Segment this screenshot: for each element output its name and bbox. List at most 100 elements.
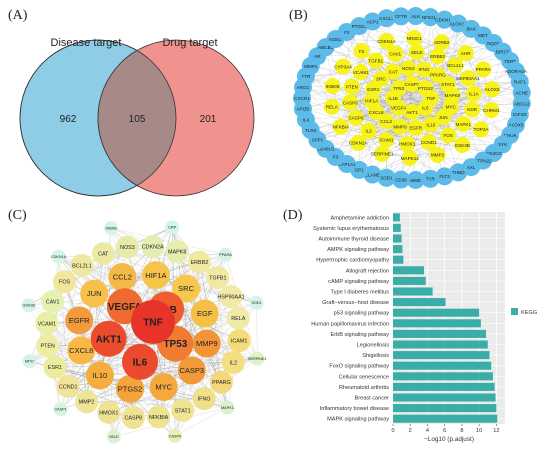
svg-text:PPARA: PPARA xyxy=(219,253,232,257)
category-label-ampk-signaling-pathway: AMPK signaling pathway xyxy=(327,247,389,253)
node-b-egfr: EGFR xyxy=(407,119,424,136)
svg-text:TP53: TP53 xyxy=(393,86,404,91)
svg-text:RELA: RELA xyxy=(231,316,245,322)
svg-text:ADRB2: ADRB2 xyxy=(434,40,450,45)
svg-text:PTGS2: PTGS2 xyxy=(118,384,143,393)
node-b-thbd: THBD xyxy=(449,163,468,182)
node-b-adrb2: ADRB2 xyxy=(433,34,450,51)
node-c-gsk3b: GSK3B xyxy=(21,298,36,313)
node-c-bcl2l1: BCL2L1 xyxy=(70,253,94,277)
svg-text:ICAM1: ICAM1 xyxy=(231,338,247,344)
svg-text:SYK: SYK xyxy=(498,142,508,147)
svg-text:NFE2L2: NFE2L2 xyxy=(422,15,439,20)
svg-text:JUN: JUN xyxy=(439,115,448,120)
svg-text:CASP8: CASP8 xyxy=(125,415,143,421)
node-b-nfkbia: NFKBIA xyxy=(332,118,350,135)
node-b-rela: RELA xyxy=(323,98,340,115)
svg-text:MAPK14: MAPK14 xyxy=(401,156,420,161)
svg-text:ARG1: ARG1 xyxy=(297,85,310,90)
svg-text:CHUK: CHUK xyxy=(504,133,518,138)
category-label-breast-cancer: Breast cancer xyxy=(354,396,389,402)
svg-text:CDKN1A: CDKN1A xyxy=(51,255,67,259)
svg-text:NOS3: NOS3 xyxy=(402,66,415,71)
svg-text:NOS2: NOS2 xyxy=(329,37,342,42)
svg-text:F2: F2 xyxy=(359,49,365,54)
svg-text:CCL2: CCL2 xyxy=(113,273,132,282)
node-b-cyp3a4: CYP3A4 xyxy=(334,58,352,75)
node-c-pparg: PPARG xyxy=(209,370,233,394)
node-b-il10: IL10 xyxy=(422,116,439,133)
svg-text:SRC: SRC xyxy=(376,77,386,82)
svg-text:EGF: EGF xyxy=(197,309,213,318)
node-c-stat1: STAT1 xyxy=(171,398,195,422)
node-b-il6: IL6 xyxy=(417,99,434,116)
svg-text:TOP2A: TOP2A xyxy=(474,127,490,132)
node-c-cat: CAT xyxy=(91,242,115,266)
node-c-icam1: ICAM1 xyxy=(227,329,251,353)
svg-text:SRC: SRC xyxy=(178,284,194,293)
svg-text:ALOX15: ALOX15 xyxy=(450,21,468,26)
x-tick-0: 0 xyxy=(391,428,394,434)
svg-text:PTEN: PTEN xyxy=(40,344,54,350)
node-c-hif1a: HIF1A xyxy=(141,261,170,290)
x-tick-8: 8 xyxy=(460,428,463,434)
svg-text:CD40LG: CD40LG xyxy=(317,147,335,152)
node-b-nfe2l2: NFE2L2 xyxy=(421,8,440,27)
node-c-erbb2: ERBB2 xyxy=(187,250,211,274)
node-c-jun: JUN xyxy=(80,279,109,308)
category-label-graft-versus-host-disease: Graft−versus−host disease xyxy=(322,300,389,306)
panel-b-network: (B) CXCR1 ARG1 TTR MMP1 AR ABCB1 NOS2 F2 PTGS1 AC… xyxy=(275,0,550,200)
bar-erbb-signaling-pathway xyxy=(393,329,487,338)
svg-text:MMP2: MMP2 xyxy=(79,400,95,406)
svg-text:VCAM1: VCAM1 xyxy=(38,321,57,327)
svg-text:IL4: IL4 xyxy=(303,117,310,122)
svg-text:HSP90AA1: HSP90AA1 xyxy=(217,295,244,301)
svg-text:ERBB2: ERBB2 xyxy=(191,260,209,266)
node-c-casp9: CASP9 xyxy=(167,428,182,443)
node-b-tp53: TP53 xyxy=(390,80,407,97)
svg-text:CAV1: CAV1 xyxy=(46,299,60,305)
svg-text:CXCL2: CXCL2 xyxy=(379,16,394,21)
node-c-esr1: ESR1 xyxy=(43,355,67,379)
node-b-fos: FOS xyxy=(440,127,457,144)
node-b-casp8: CASP8 xyxy=(348,109,365,126)
svg-text:NQO1: NQO1 xyxy=(487,41,500,46)
category-label-hypertrophic-cardiomyopathy: Hypertrophic cardiomyopathy xyxy=(316,258,389,264)
svg-text:BIRC5: BIRC5 xyxy=(496,49,510,54)
node-c-mmp9: MMP9 xyxy=(192,329,221,358)
node-c-mpo: MPO xyxy=(22,354,37,369)
node-b-sod1: SOD1 xyxy=(377,168,396,187)
category-label-rheumatoid-arthritis: Rheumatoid arthritis xyxy=(339,385,389,391)
node-c-nos3: NOS3 xyxy=(115,235,139,259)
node-c-ifng: IFNG xyxy=(192,387,216,411)
svg-text:SERPINE1: SERPINE1 xyxy=(371,152,394,157)
svg-text:GSK3B: GSK3B xyxy=(22,304,35,308)
node-b-kdr: KDR xyxy=(464,101,481,118)
svg-text:MAPK1: MAPK1 xyxy=(455,122,471,127)
panel-c-network: (C) SOD1 PPARA CRP IKBKB CDKN1A GSK3B MPO CASP1… xyxy=(0,200,275,455)
bar-amphetamine-addiction xyxy=(393,213,400,222)
svg-text:IL2: IL2 xyxy=(365,129,372,134)
svg-text:PPARG: PPARG xyxy=(430,73,446,78)
node-c-il6: IL6 xyxy=(121,343,158,380)
category-label-camp-signaling-pathway: cAMP signaling pathway xyxy=(328,279,389,285)
node-b-erbb2: ERBB2 xyxy=(429,48,446,65)
svg-text:IL10: IL10 xyxy=(426,122,435,127)
node-b-tgfb1: TGFB1 xyxy=(367,52,384,69)
svg-text:IL10: IL10 xyxy=(93,371,108,380)
svg-text:FOS: FOS xyxy=(443,133,452,138)
node-c-cav1: CAV1 xyxy=(41,290,65,314)
svg-text:SELE: SELE xyxy=(109,435,119,439)
node-c-mapk8: MAPK8 xyxy=(165,240,189,264)
node-b-il1a: IL1A xyxy=(465,85,482,102)
svg-text:ALK: ALK xyxy=(411,14,421,19)
svg-text:STAT1: STAT1 xyxy=(175,408,191,414)
node-b-jun: JUN xyxy=(435,109,452,126)
svg-text:CASP1: CASP1 xyxy=(54,408,66,412)
svg-text:CYP3A4: CYP3A4 xyxy=(334,64,352,69)
node-b-alk: ALK xyxy=(406,7,425,26)
bar-p53-signaling-pathway xyxy=(393,308,480,317)
svg-text:MET: MET xyxy=(478,33,488,38)
svg-text:BCL2L1: BCL2L1 xyxy=(72,263,91,269)
svg-text:VCAM1: VCAM1 xyxy=(353,70,369,75)
